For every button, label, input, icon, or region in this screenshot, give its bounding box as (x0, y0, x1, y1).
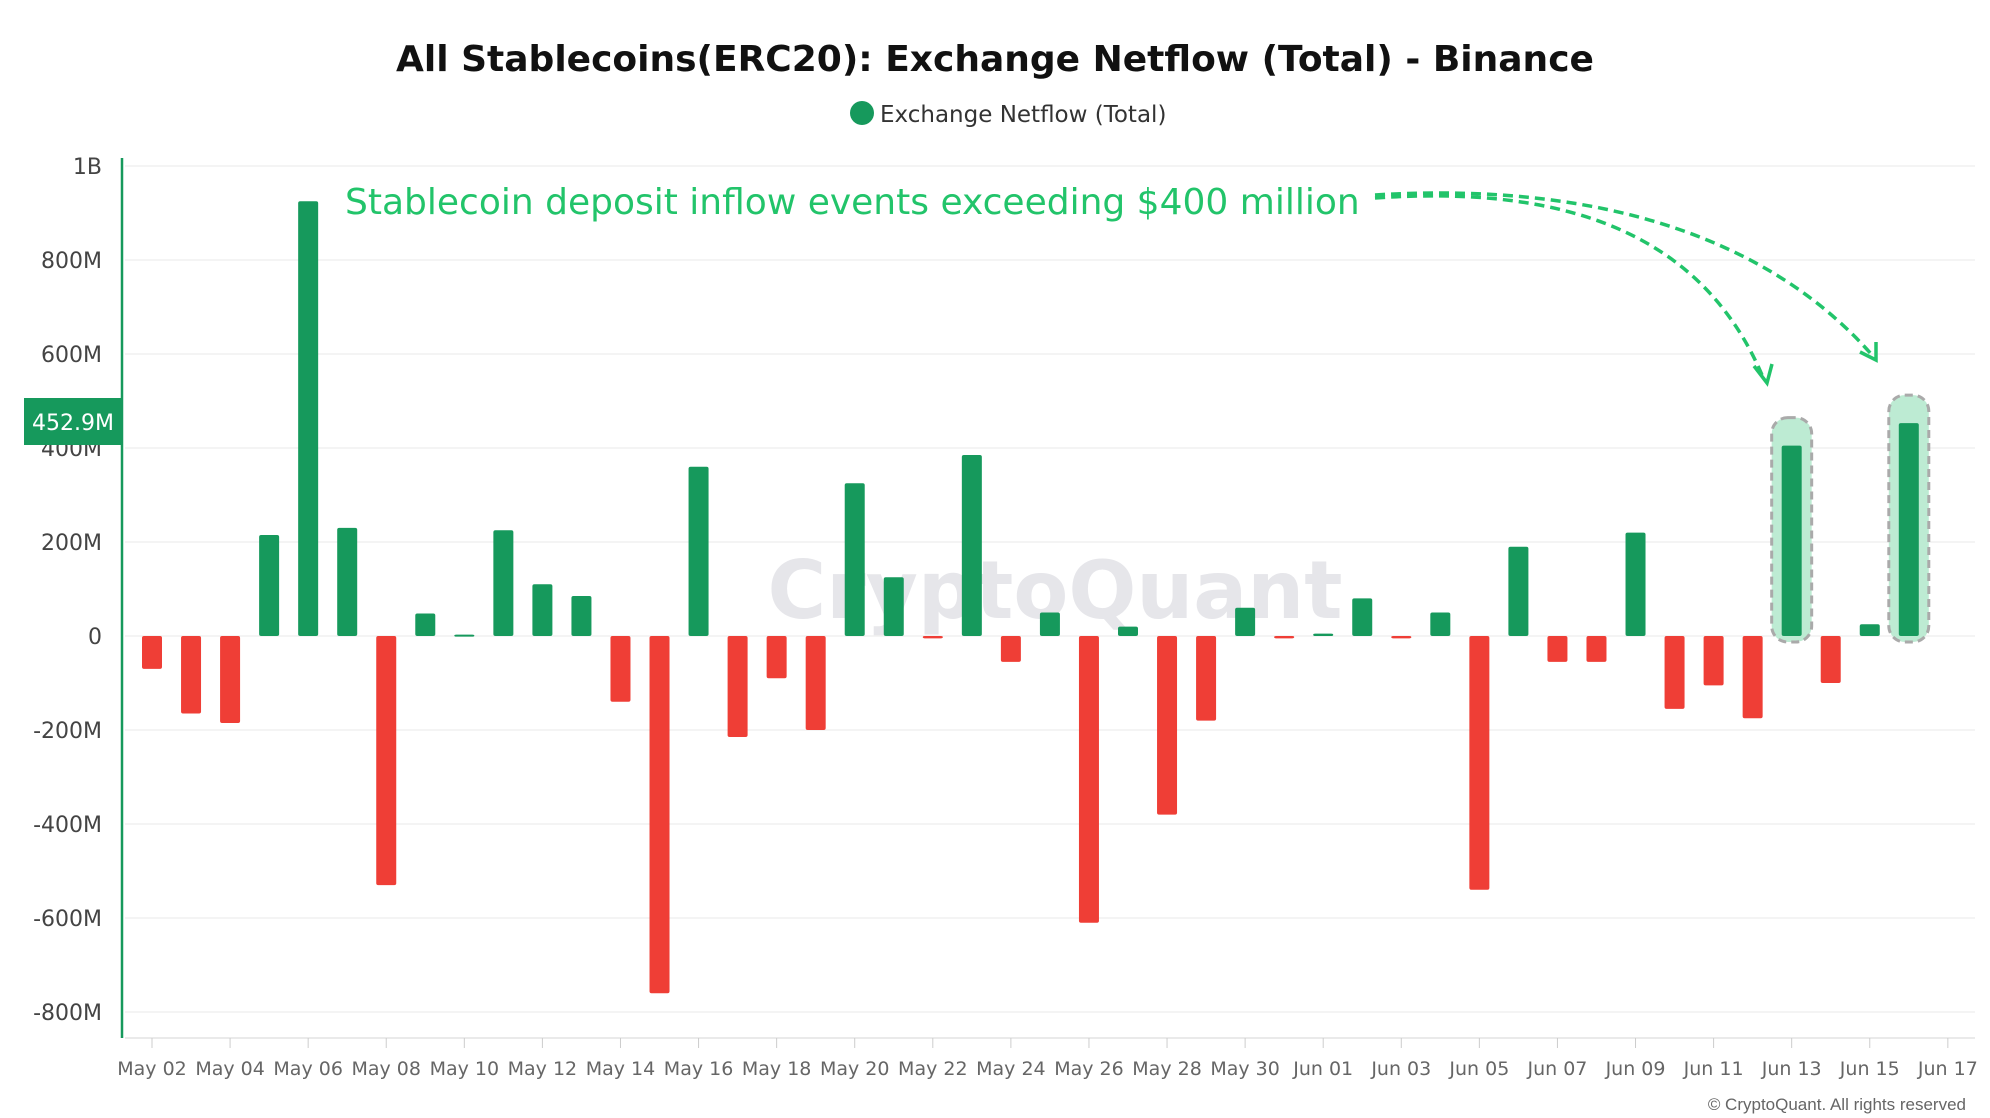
bar-may-06[interactable] (298, 201, 319, 636)
bar-may-26[interactable] (1078, 636, 1099, 923)
bar-jun-12[interactable] (1742, 636, 1763, 719)
bar-may-04[interactable] (220, 636, 241, 723)
bar-jun-08[interactable] (1586, 636, 1607, 662)
bar-may-23[interactable] (961, 455, 982, 636)
bar-jun-14[interactable] (1820, 636, 1841, 683)
bar-may-15[interactable] (649, 636, 670, 994)
bar-may-16[interactable] (688, 466, 709, 636)
x-tick-label: Jun 13 (1761, 1058, 1822, 1080)
y-tick-label: 1B (73, 155, 102, 180)
bar-jun-10[interactable] (1664, 636, 1685, 709)
bar-may-05[interactable] (259, 534, 280, 636)
bar-may-22[interactable] (922, 636, 943, 639)
bar-jun-11[interactable] (1703, 636, 1724, 686)
bar-may-28[interactable] (1157, 636, 1178, 815)
y-tick-label: 200M (41, 531, 102, 556)
bar-may-08[interactable] (376, 636, 397, 886)
annotation-arrows (1374, 191, 1874, 376)
bar-jun-02[interactable] (1352, 598, 1373, 636)
bar-may-17[interactable] (727, 636, 748, 738)
bar-may-09[interactable] (415, 613, 436, 636)
legend-marker (850, 101, 874, 125)
x-tick-label: May 30 (1210, 1058, 1280, 1080)
bar-jun-06[interactable] (1508, 546, 1529, 636)
arrow-jun16 (1374, 191, 1874, 357)
annotation-text: Stablecoin deposit inflow events exceedi… (345, 182, 1360, 223)
x-tick-label: May 08 (351, 1058, 421, 1080)
bar-may-24[interactable] (1000, 636, 1021, 662)
x-tick-label: May 20 (820, 1058, 890, 1080)
copyright: © CryptoQuant. All rights reserved (1708, 1095, 1966, 1114)
bar-may-11[interactable] (493, 530, 514, 636)
y-tick-label: 800M (41, 249, 102, 274)
y-tick-label: -600M (33, 907, 102, 932)
bar-may-10[interactable] (454, 634, 475, 637)
bar-jun-01[interactable] (1313, 633, 1334, 636)
x-tick-label: May 04 (195, 1058, 265, 1080)
bar-may-03[interactable] (181, 636, 202, 714)
bar-jun-07[interactable] (1547, 636, 1568, 662)
bar-may-18[interactable] (766, 636, 787, 679)
bar-may-12[interactable] (532, 584, 553, 636)
bar-may-20[interactable] (844, 483, 865, 636)
bar-may-07[interactable] (337, 527, 358, 636)
current-value-label: 452.9M (32, 411, 114, 436)
x-tick-label: May 10 (430, 1058, 500, 1080)
bar-may-19[interactable] (805, 636, 826, 730)
x-tick-label: Jun 15 (1839, 1058, 1900, 1080)
y-tick-label: -800M (33, 1001, 102, 1026)
y-tick-label: 0 (88, 625, 102, 650)
x-tick-label: Jun 05 (1448, 1058, 1509, 1080)
bar-jun-04[interactable] (1430, 612, 1451, 637)
bar-may-29[interactable] (1196, 636, 1217, 721)
bar-jun-03[interactable] (1391, 636, 1412, 639)
x-tick-label: May 26 (1054, 1058, 1124, 1080)
bar-jun-16[interactable] (1898, 423, 1919, 636)
x-tick-label: May 14 (586, 1058, 656, 1080)
x-tick-label: Jun 09 (1605, 1058, 1666, 1080)
x-tick-label: Jun 03 (1370, 1058, 1431, 1080)
x-tick-label: May 12 (508, 1058, 578, 1080)
x-tick-label: May 06 (273, 1058, 343, 1080)
arrowhead-icon (1752, 363, 1774, 387)
x-tick-label: Jun 11 (1683, 1058, 1744, 1080)
x-tick-label: May 02 (117, 1058, 187, 1080)
bar-may-30[interactable] (1235, 607, 1256, 636)
bar-may-31[interactable] (1274, 636, 1295, 639)
x-tick-label: Jun 17 (1917, 1058, 1978, 1080)
arrow-jun13 (1374, 194, 1764, 376)
bar-may-02[interactable] (142, 636, 162, 669)
x-tick-label: May 16 (664, 1058, 734, 1080)
bar-jun-09[interactable] (1625, 532, 1646, 636)
x-tick-label: Jun 01 (1292, 1058, 1353, 1080)
legend-label[interactable]: Exchange Netflow (Total) (880, 102, 1166, 128)
x-tick-label: May 28 (1132, 1058, 1202, 1080)
arrowhead-icon (1859, 342, 1878, 363)
chart-title: All Stablecoins(ERC20): Exchange Netflow… (396, 39, 1594, 80)
y-tick-label: -400M (33, 813, 102, 838)
bar-may-25[interactable] (1039, 612, 1060, 637)
bar-jun-05[interactable] (1469, 636, 1490, 890)
bar-may-21[interactable] (883, 577, 904, 636)
bar-may-27[interactable] (1118, 626, 1138, 636)
bar-jun-15[interactable] (1859, 624, 1880, 636)
current-value-tag (24, 398, 122, 445)
bar-jun-13[interactable] (1781, 445, 1802, 636)
bar-may-14[interactable] (610, 636, 631, 702)
y-tick-label: -200M (33, 719, 102, 744)
bar-may-13[interactable] (571, 596, 592, 636)
x-tick-label: May 24 (976, 1058, 1046, 1080)
x-tick-label: May 18 (742, 1058, 812, 1080)
x-tick-label: May 22 (898, 1058, 968, 1080)
x-tick-label: Jun 07 (1526, 1058, 1587, 1080)
y-tick-label: 600M (41, 343, 102, 368)
